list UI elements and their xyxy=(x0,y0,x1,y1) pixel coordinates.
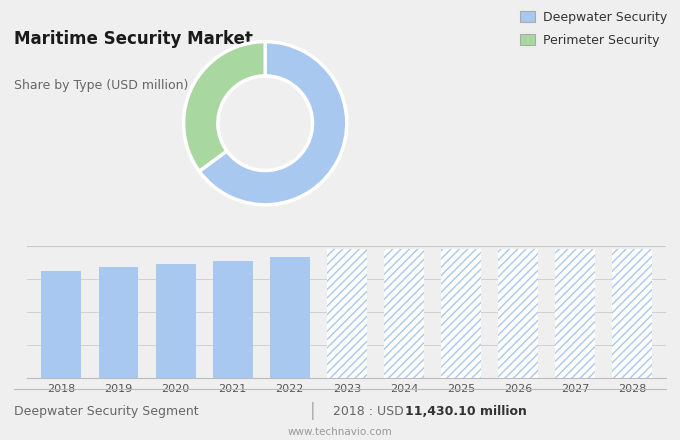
Bar xyxy=(41,271,82,378)
Bar xyxy=(498,249,538,378)
Bar xyxy=(612,249,652,378)
Bar xyxy=(612,249,652,378)
Bar xyxy=(99,267,139,378)
Text: Share by Type (USD million): Share by Type (USD million) xyxy=(14,79,188,92)
Wedge shape xyxy=(184,42,265,171)
Bar xyxy=(213,260,253,378)
Text: Maritime Security Market: Maritime Security Market xyxy=(14,29,252,48)
Bar xyxy=(156,264,196,378)
Bar xyxy=(327,249,367,378)
Legend: Deepwater Security, Perimeter Security: Deepwater Security, Perimeter Security xyxy=(520,11,667,47)
Bar xyxy=(555,249,595,378)
Bar xyxy=(555,249,595,378)
Bar xyxy=(270,257,309,378)
Bar xyxy=(498,249,538,378)
Bar xyxy=(441,249,481,378)
Bar xyxy=(384,249,424,378)
Text: 11,430.10 million: 11,430.10 million xyxy=(405,405,526,418)
Text: 2018 : USD: 2018 : USD xyxy=(333,405,408,418)
Text: Deepwater Security Segment: Deepwater Security Segment xyxy=(14,405,199,418)
Bar xyxy=(327,249,367,378)
Bar xyxy=(384,249,424,378)
Text: www.technavio.com: www.technavio.com xyxy=(288,427,392,437)
Bar xyxy=(441,249,481,378)
Wedge shape xyxy=(199,42,347,205)
Text: |: | xyxy=(310,403,316,420)
